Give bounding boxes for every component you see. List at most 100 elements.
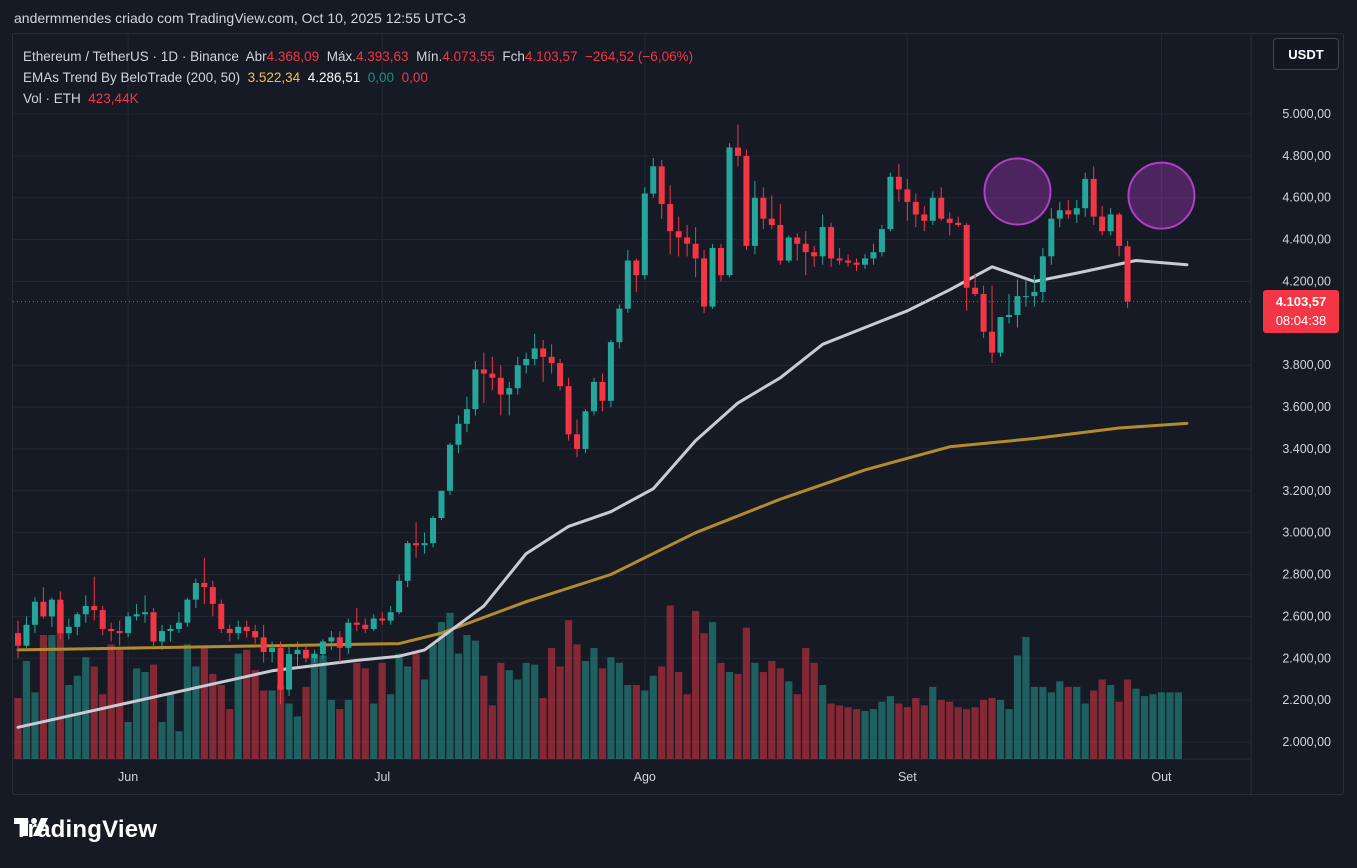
candle-body	[523, 358, 530, 366]
volume-bar	[514, 679, 522, 759]
volume-bar	[1140, 696, 1149, 759]
candle-body	[599, 381, 606, 401]
volume-bar	[1174, 692, 1182, 759]
candle-body	[311, 654, 318, 659]
volume-bar	[1030, 686, 1038, 759]
volume-bar	[869, 709, 878, 759]
candle-body	[489, 373, 496, 378]
volume-bar	[268, 690, 276, 759]
volume-bar	[234, 653, 242, 759]
volume-bar	[31, 692, 39, 759]
candle-body	[1124, 246, 1131, 302]
candle-body	[760, 197, 767, 219]
volume-bar	[852, 709, 861, 759]
volume-bar	[22, 660, 31, 759]
volume-bar	[835, 705, 844, 759]
volume-bar	[73, 675, 81, 759]
candle-body	[980, 294, 987, 332]
volume-bar	[573, 644, 581, 759]
candle-body	[218, 603, 225, 629]
candle-body	[582, 411, 589, 449]
volume-bar	[1056, 681, 1064, 759]
candle-body	[531, 348, 538, 359]
volume-bar	[243, 649, 251, 759]
ema-aux-value-1: 0,00	[367, 70, 395, 85]
volume-bar	[929, 686, 937, 759]
volume-bar	[158, 722, 166, 759]
ema-indicator-name[interactable]: EMAs Trend By BeloTrade (200, 50)	[23, 70, 241, 85]
volume-bar	[1073, 686, 1081, 759]
close-label: Fch	[502, 49, 525, 64]
high-label: Máx.	[326, 49, 356, 64]
volume-bar	[708, 622, 717, 759]
candle-body	[751, 197, 758, 246]
candle-body	[785, 237, 792, 261]
volume-bar	[183, 644, 191, 759]
candle-body	[31, 601, 38, 625]
candle-body	[463, 409, 470, 424]
candle-body	[1031, 291, 1038, 297]
volume-bar	[1132, 688, 1140, 759]
candle-body	[506, 388, 513, 395]
candle-body	[853, 262, 860, 265]
volume-bar	[963, 709, 971, 759]
volume-bar	[844, 707, 852, 759]
candle-body	[472, 369, 479, 410]
candle-body	[565, 386, 572, 435]
candle-body	[548, 356, 555, 364]
candle-body	[302, 649, 309, 659]
volume-bar	[336, 709, 344, 759]
candle-body	[413, 543, 420, 546]
ema-aux-value-2: 0,00	[401, 70, 428, 85]
volume-label[interactable]: Vol · ETH	[23, 91, 81, 106]
candle-body	[319, 641, 326, 655]
candle-body	[192, 582, 199, 600]
volume-bar	[260, 690, 268, 759]
candle-body	[99, 610, 106, 629]
volume-bar	[1064, 686, 1072, 759]
volume-bar	[1081, 703, 1089, 759]
price-chart[interactable]: 5.000,00 4.800,00 4.600,00 4.400,00 4.200,00…	[13, 34, 1343, 794]
symbol-name[interactable]: Ethereum / TetherUS · 1D · Binance	[23, 49, 239, 64]
volume-bar	[539, 697, 547, 759]
volume-bar	[979, 699, 988, 759]
volume-bar	[454, 653, 463, 759]
highlight-circle	[1127, 161, 1196, 230]
volume-bar	[1107, 685, 1115, 759]
candle-body	[633, 260, 640, 276]
volume-bar	[505, 670, 513, 759]
chart-caption: andermmendes criado com TradingView.com,…	[14, 10, 466, 26]
candle-body	[607, 342, 614, 401]
volume-bar	[310, 653, 319, 759]
candle-body	[802, 243, 809, 253]
volume-bar	[615, 662, 623, 759]
volume-bar	[1123, 679, 1132, 759]
legend-ema-row: EMAs Trend By BeloTrade (200, 50) 3.522,…	[23, 67, 693, 88]
volume-bar	[1090, 690, 1098, 759]
candle-body	[667, 204, 674, 232]
candle-body	[845, 260, 852, 263]
volume-bar	[556, 666, 564, 759]
volume-bar	[1047, 692, 1055, 759]
candle-body	[370, 618, 377, 629]
currency-button[interactable]: USDT	[1273, 38, 1339, 70]
candle-body	[972, 287, 979, 295]
candle-body	[226, 628, 233, 634]
volume-bar	[793, 694, 801, 759]
chart-panel[interactable]: 5.000,00 4.800,00 4.600,00 4.400,00 4.200,00…	[12, 33, 1344, 795]
candle-body	[997, 317, 1004, 353]
open-value: 4.368,09	[266, 49, 320, 64]
candle-body	[828, 227, 835, 259]
candle-body	[150, 612, 157, 642]
volume-bar	[581, 660, 590, 759]
legend-volume-row: Vol · ETH 423,44K	[23, 88, 693, 109]
volume-bar	[1149, 694, 1157, 759]
volume-bar	[624, 685, 632, 759]
candle-body	[438, 490, 445, 519]
volume-bar	[590, 648, 598, 759]
volume-bar	[683, 694, 691, 759]
candle-body	[1022, 296, 1029, 298]
candle-body	[40, 601, 47, 617]
x-axis-tick-label: Jul	[374, 770, 390, 784]
candle-body	[870, 252, 877, 259]
